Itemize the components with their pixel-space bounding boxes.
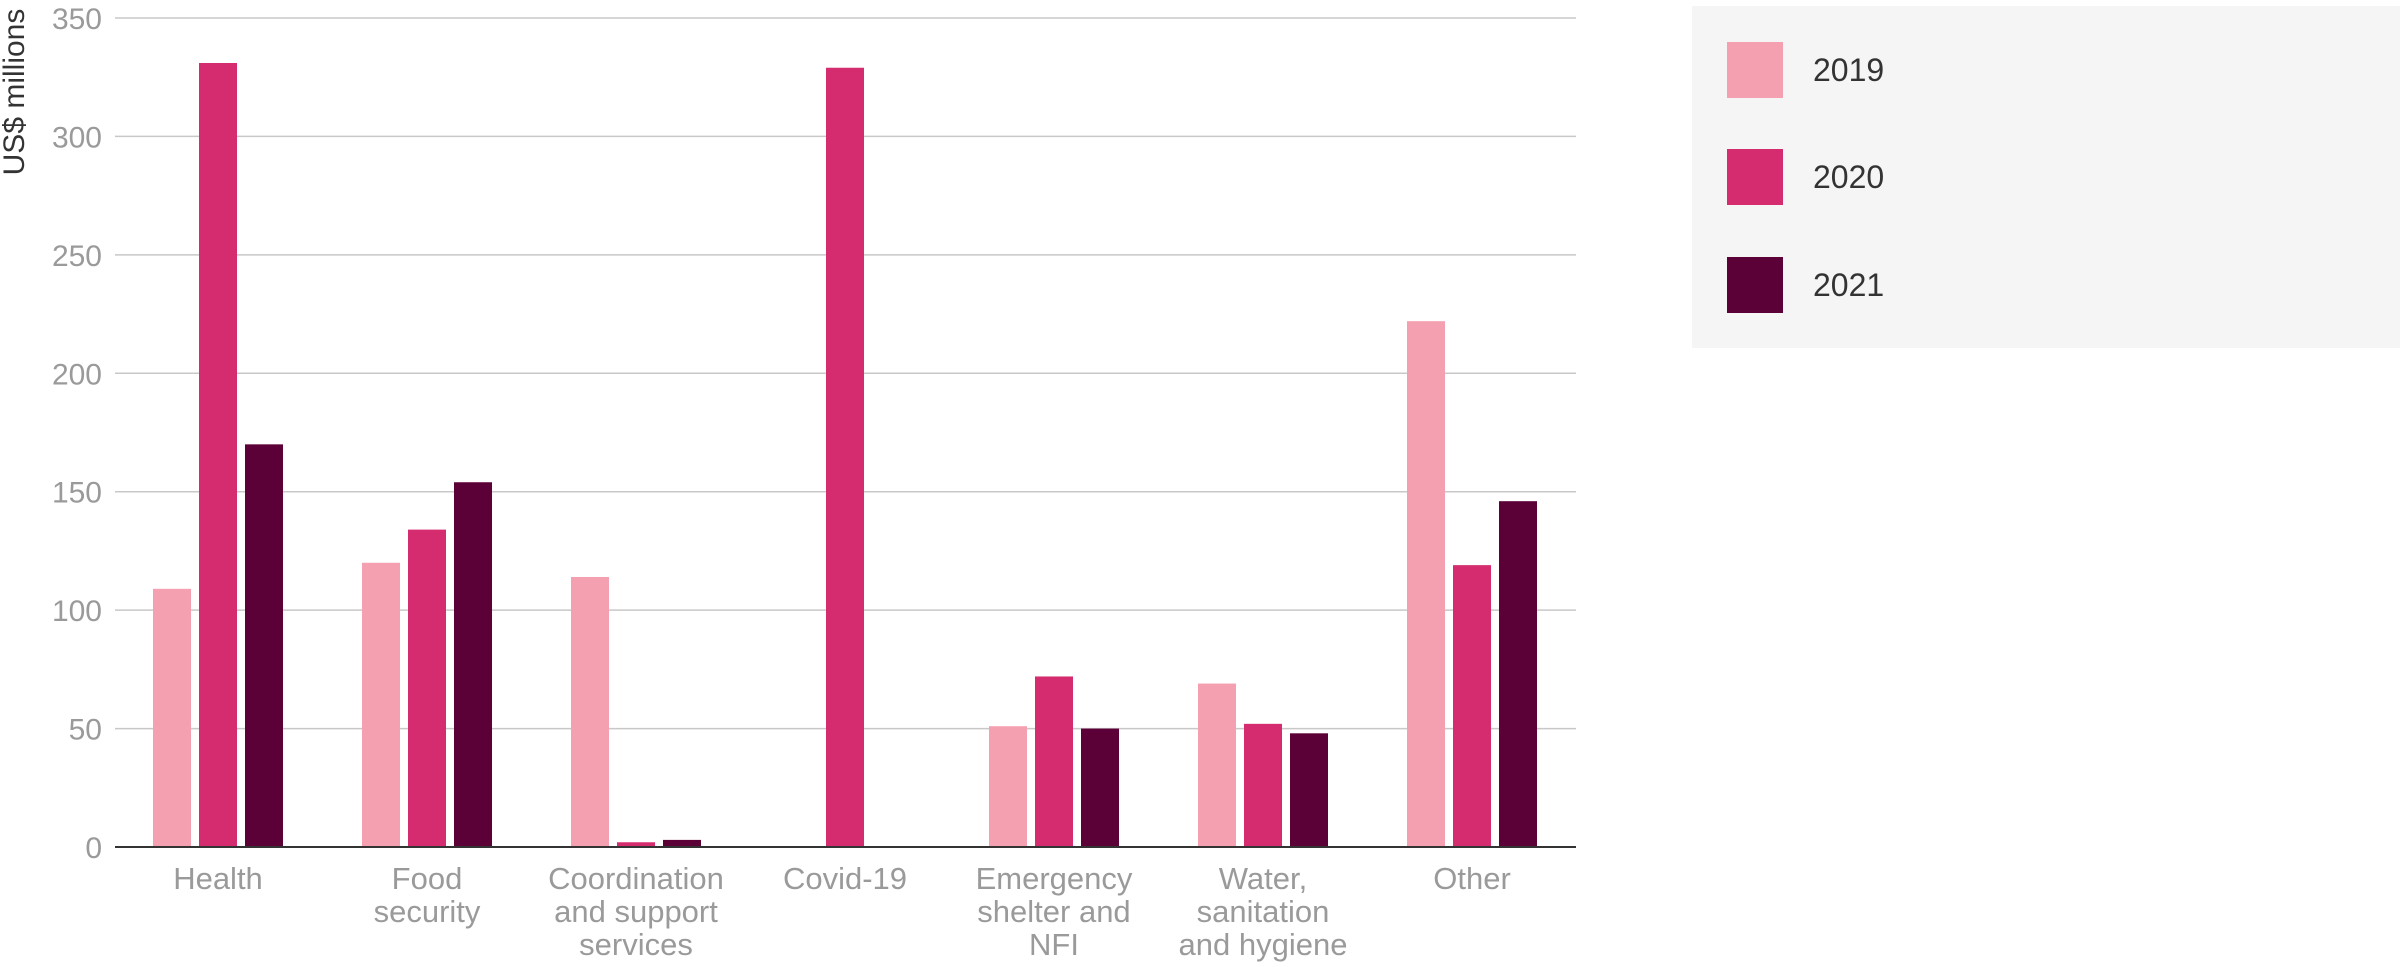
x-tick-label-2: Coordination and support services	[548, 861, 724, 962]
legend-label-2020: 2020	[1813, 158, 1885, 195]
bar-chart: 0 50 100 150 200 250 300 350 Health Food security…	[0, 3, 1576, 962]
bar-2021-food-security	[454, 482, 492, 847]
bar-2019-emergency-shelter-and-nfi	[989, 726, 1027, 847]
bar-2019-coordination-and-support-services	[571, 576, 609, 847]
y-tick-label-0: 0	[85, 832, 102, 865]
x-tick-label-5: Water, sanitation and hygiene	[1179, 861, 1348, 962]
legend-item-2021: 2021	[1727, 257, 1884, 313]
bar-2020-water-sanitation-and-hygiene	[1244, 723, 1282, 847]
bar-2019-water-sanitation-and-hygiene	[1198, 683, 1236, 847]
bar-2020-health	[199, 63, 237, 847]
legend-swatch-2019	[1727, 42, 1783, 98]
y-tick-label-150: 150	[52, 477, 102, 510]
bar-2020-food-security	[408, 529, 446, 847]
bar-2021-emergency-shelter-and-nfi	[1081, 728, 1119, 847]
x-tick-label-3: Covid-19	[783, 861, 907, 896]
legend-label-2019: 2019	[1813, 51, 1885, 88]
bar-2019-health	[153, 588, 191, 847]
legend-swatch-2021	[1727, 257, 1783, 313]
legend-item-2020: 2020	[1727, 149, 1884, 205]
bars	[153, 63, 1537, 848]
y-tick-label-250: 250	[52, 240, 102, 273]
y-tick-label-200: 200	[52, 358, 102, 391]
bar-2021-coordination-and-support-services	[663, 839, 701, 847]
x-tick-label-1: Food security	[374, 861, 481, 929]
y-tick-label-350: 350	[52, 3, 102, 36]
bar-2020-emergency-shelter-and-nfi	[1035, 676, 1073, 847]
legend-label-2021: 2021	[1813, 266, 1885, 303]
y-tick-label-100: 100	[52, 595, 102, 628]
y-axis-label: US$ millions	[0, 9, 31, 176]
bar-2021-water-sanitation-and-hygiene	[1290, 733, 1328, 847]
bar-2021-health	[245, 444, 283, 847]
x-tick-label-6: Other	[1433, 861, 1511, 896]
legend-swatch-2020	[1727, 149, 1783, 205]
legend-item-2019: 2019	[1727, 42, 1884, 98]
y-tick-label-300: 300	[52, 121, 102, 154]
legend: 2019 2020 2021	[1692, 6, 2400, 348]
bar-2019-food-security	[362, 562, 400, 847]
bar-2019-other	[1407, 321, 1445, 848]
y-tick-labels: 0 50 100 150 200 250 300 350	[52, 3, 102, 865]
bar-2020-covid-19	[826, 67, 864, 848]
bar-2020-other	[1453, 565, 1491, 847]
bar-2020-coordination-and-support-services	[617, 842, 655, 847]
x-tick-label-4: Emergency shelter and NFI	[976, 861, 1133, 962]
x-tick-labels: Health Food security Coordination and suppor…	[173, 861, 1511, 962]
y-tick-label-50: 50	[69, 714, 102, 747]
x-tick-label-0: Health	[173, 861, 263, 896]
bar-2021-other	[1499, 501, 1537, 847]
